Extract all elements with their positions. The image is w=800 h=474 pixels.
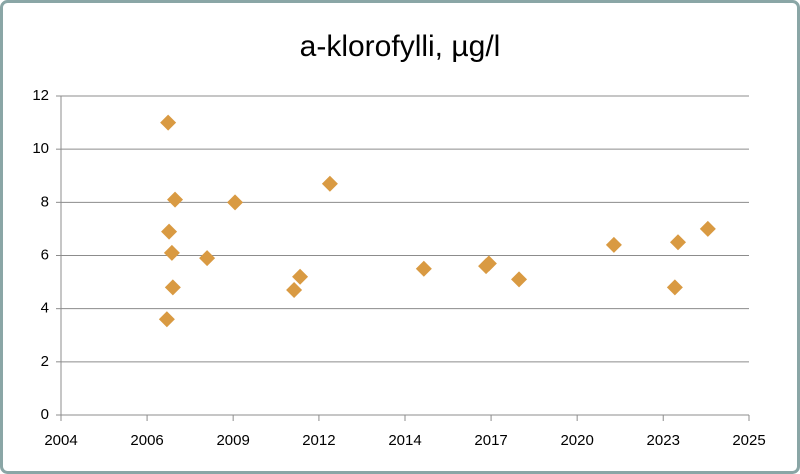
x-tick-label: 2023 [647, 432, 680, 449]
point [160, 114, 177, 131]
point [199, 250, 216, 267]
x-tick-label: 2006 [130, 432, 163, 449]
y-tick-label: 0 [41, 406, 49, 423]
x-tick-label: 2012 [302, 432, 335, 449]
y-tick-label: 4 [41, 300, 49, 317]
point [286, 282, 303, 299]
y-tick-label: 2 [41, 353, 49, 370]
y-tick-label: 10 [32, 140, 49, 157]
point [511, 271, 528, 288]
point [163, 244, 180, 261]
x-tick-label: 2009 [216, 432, 249, 449]
point [605, 236, 622, 253]
point [158, 311, 175, 328]
y-tick-label: 6 [41, 246, 49, 263]
x-tick-label: 2004 [44, 432, 77, 449]
point [670, 234, 687, 251]
point [699, 220, 716, 237]
point [415, 260, 432, 277]
x-tick-label: 2020 [560, 432, 593, 449]
chart-title: a-klorofylli, µg/l [300, 30, 501, 63]
y-tick-label: 8 [41, 193, 49, 210]
point [161, 223, 178, 240]
x-tick-label: 2025 [732, 432, 765, 449]
point [321, 175, 338, 192]
point [167, 191, 184, 208]
point [164, 279, 181, 296]
point [480, 255, 497, 272]
x-tick-label: 2014 [388, 432, 421, 449]
point [666, 279, 683, 296]
y-tick-label: 12 [32, 87, 49, 104]
x-tick-label: 2017 [474, 432, 507, 449]
point [227, 194, 244, 211]
point [292, 268, 309, 285]
